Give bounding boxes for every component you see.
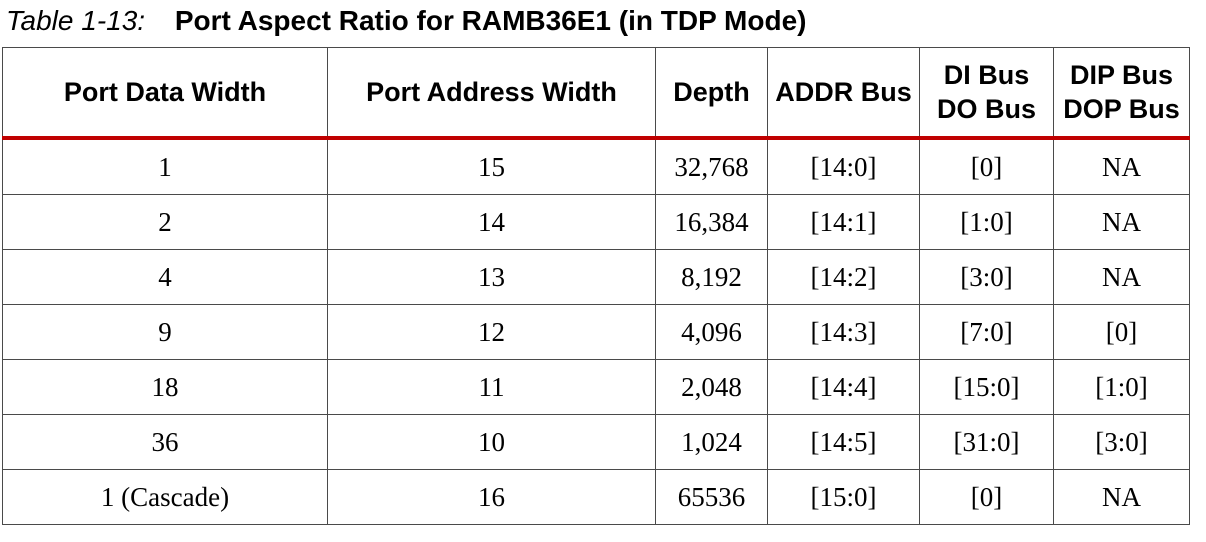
column-header-port-data-width: Port Data Width <box>2 47 328 140</box>
table-row: 1 (Cascade) 16 65536 [15:0] [0] NA <box>2 469 1190 525</box>
cell-port-address-width: 10 <box>327 414 656 470</box>
column-header-dip-dop-bus: DIP Bus DOP Bus <box>1053 47 1190 140</box>
cell-port-data-width: 1 <box>2 137 328 195</box>
cell-port-data-width: 36 <box>2 414 328 470</box>
cell-dip-dop-bus: [3:0] <box>1053 414 1190 470</box>
cell-port-data-width: 1 (Cascade) <box>2 469 328 525</box>
table-row: 4 13 8,192 [14:2] [3:0] NA <box>2 249 1190 305</box>
cell-port-address-width: 14 <box>327 194 656 250</box>
cell-depth: 8,192 <box>655 249 768 305</box>
cell-port-address-width: 13 <box>327 249 656 305</box>
cell-port-data-width: 2 <box>2 194 328 250</box>
column-header-depth: Depth <box>655 47 768 140</box>
table-row: 18 11 2,048 [14:4] [15:0] [1:0] <box>2 359 1190 415</box>
cell-depth: 16,384 <box>655 194 768 250</box>
cell-addr-bus: [15:0] <box>767 469 920 525</box>
cell-di-do-bus: [15:0] <box>919 359 1054 415</box>
cell-di-do-bus: [7:0] <box>919 304 1054 360</box>
cell-dip-dop-bus: NA <box>1053 249 1190 305</box>
cell-port-data-width: 18 <box>2 359 328 415</box>
table-number: Table 1-13: <box>6 5 146 36</box>
cell-depth: 32,768 <box>655 137 768 195</box>
column-header-di-do-bus: DI Bus DO Bus <box>919 47 1054 140</box>
cell-port-data-width: 9 <box>2 304 328 360</box>
cell-di-do-bus: [31:0] <box>919 414 1054 470</box>
cell-port-address-width: 16 <box>327 469 656 525</box>
cell-dip-dop-bus: [0] <box>1053 304 1190 360</box>
cell-addr-bus: [14:5] <box>767 414 920 470</box>
cell-dip-dop-bus: [1:0] <box>1053 359 1190 415</box>
cell-di-do-bus: [1:0] <box>919 194 1054 250</box>
cell-port-data-width: 4 <box>2 249 328 305</box>
cell-port-address-width: 11 <box>327 359 656 415</box>
table-title: Port Aspect Ratio for RAMB36E1 (in TDP M… <box>174 5 807 36</box>
cell-depth: 65536 <box>655 469 768 525</box>
cell-port-address-width: 12 <box>327 304 656 360</box>
table-row: 9 12 4,096 [14:3] [7:0] [0] <box>2 304 1190 360</box>
cell-di-do-bus: [0] <box>919 137 1054 195</box>
port-aspect-ratio-table: Port Data Width Port Address Width Depth… <box>2 47 1190 525</box>
table-row: 1 15 32,768 [14:0] [0] NA <box>2 137 1190 195</box>
cell-depth: 1,024 <box>655 414 768 470</box>
cell-addr-bus: [14:2] <box>767 249 920 305</box>
cell-depth: 4,096 <box>655 304 768 360</box>
cell-di-do-bus: [3:0] <box>919 249 1054 305</box>
table-row: 2 14 16,384 [14:1] [1:0] NA <box>2 194 1190 250</box>
cell-depth: 2,048 <box>655 359 768 415</box>
cell-di-do-bus: [0] <box>919 469 1054 525</box>
table-caption: Table 1-13: Port Aspect Ratio for RAMB36… <box>6 2 806 40</box>
column-header-addr-bus: ADDR Bus <box>767 47 920 140</box>
cell-addr-bus: [14:3] <box>767 304 920 360</box>
cell-dip-dop-bus: NA <box>1053 194 1190 250</box>
cell-addr-bus: [14:4] <box>767 359 920 415</box>
cell-port-address-width: 15 <box>327 137 656 195</box>
column-header-port-address-width: Port Address Width <box>327 47 656 140</box>
cell-addr-bus: [14:0] <box>767 137 920 195</box>
cell-addr-bus: [14:1] <box>767 194 920 250</box>
table-row: 36 10 1,024 [14:5] [31:0] [3:0] <box>2 414 1190 470</box>
header-row: Port Data Width Port Address Width Depth… <box>2 47 1190 140</box>
cell-dip-dop-bus: NA <box>1053 137 1190 195</box>
cell-dip-dop-bus: NA <box>1053 469 1190 525</box>
